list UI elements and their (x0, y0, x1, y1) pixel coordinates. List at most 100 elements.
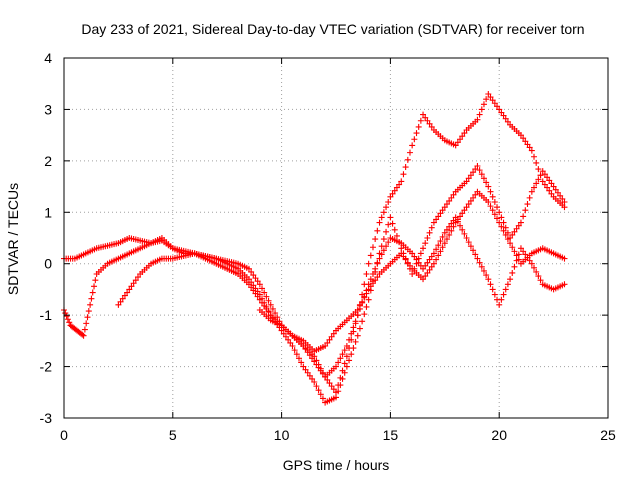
data-point-marker (559, 195, 566, 202)
data-point-marker (548, 190, 555, 197)
data-point-marker (367, 252, 374, 259)
y-tick-label: 4 (44, 50, 52, 66)
data-point-marker (87, 301, 94, 308)
data-point-marker (513, 252, 520, 259)
data-point-marker (426, 120, 433, 127)
data-point-marker (517, 132, 524, 139)
data-point-marker (441, 240, 448, 247)
data-point-marker (317, 365, 324, 372)
data-point-marker (548, 180, 555, 187)
data-point-marker (319, 395, 326, 402)
data-point-marker (92, 277, 99, 284)
data-point-marker (496, 209, 503, 216)
data-point-marker (63, 313, 70, 320)
data-point-marker (443, 236, 450, 243)
data-point-marker (272, 310, 279, 317)
data-point-marker (245, 265, 252, 272)
data-point-marker (328, 333, 335, 340)
data-point-marker (524, 141, 531, 148)
x-tick-label: 25 (600, 427, 616, 443)
data-point-marker (400, 171, 407, 178)
data-point-marker (526, 144, 533, 151)
data-point-marker (126, 286, 133, 293)
data-point-marker (263, 293, 270, 300)
data-point-marker (498, 223, 505, 230)
data-point-marker (496, 301, 503, 308)
data-point-marker (64, 316, 71, 323)
data-point-marker (491, 291, 498, 298)
data-point-marker (79, 331, 86, 338)
data-point-marker (446, 231, 453, 238)
data-point-marker (245, 281, 252, 288)
data-point-marker (248, 284, 255, 291)
data-point-marker (526, 257, 533, 264)
data-point-marker (476, 259, 483, 266)
data-point-marker (535, 273, 542, 280)
data-point-marker (485, 199, 492, 205)
data-point-marker (398, 245, 405, 252)
data-point-marker (343, 343, 350, 349)
data-point-marker (507, 240, 514, 247)
data-point-marker (439, 233, 446, 240)
data-point-marker (465, 175, 472, 182)
data-point-marker (483, 96, 490, 103)
data-point-marker (333, 394, 339, 401)
y-tick-label: -2 (40, 359, 53, 375)
data-point-marker (363, 303, 370, 310)
data-point-marker (293, 351, 300, 358)
data-point-marker (450, 223, 457, 230)
data-point-marker (378, 251, 385, 258)
data-point-marker (494, 215, 501, 222)
data-point-marker (504, 236, 511, 243)
data-point-marker (387, 193, 394, 200)
data-point-marker (426, 266, 433, 273)
data-point-marker (411, 136, 418, 143)
data-point-marker (124, 289, 131, 296)
y-axis-label: SDTVAR / TECUs (5, 183, 21, 295)
data-point-marker (520, 248, 527, 255)
data-point-marker (428, 123, 435, 130)
data-point-marker (459, 133, 466, 140)
data-point-marker (265, 309, 272, 316)
data-point-marker (365, 260, 372, 267)
data-point-marker (372, 277, 379, 284)
data-point-marker (459, 226, 466, 233)
data-point-marker (457, 213, 464, 220)
data-point-marker (393, 184, 400, 191)
data-point-marker (304, 369, 311, 376)
data-point-marker (531, 264, 538, 271)
data-point-marker (544, 184, 551, 191)
data-point-marker (348, 351, 355, 358)
data-point-marker (494, 204, 501, 211)
data-point-marker (435, 242, 442, 249)
y-tick-label: 2 (44, 153, 52, 169)
x-tick-label: 20 (491, 427, 507, 443)
data-point-marker (433, 256, 440, 263)
data-point-marker (374, 274, 381, 281)
data-point-marker (352, 338, 359, 345)
data-point-marker (513, 225, 520, 232)
data-point-marker (448, 220, 455, 227)
y-tick-label: -1 (40, 307, 53, 323)
data-point-marker (496, 106, 503, 113)
data-point-marker (420, 245, 427, 252)
data-point-marker (485, 276, 492, 283)
data-point-marker (461, 230, 468, 237)
data-point-marker (354, 332, 361, 339)
data-point-marker (424, 269, 431, 276)
data-point-marker (422, 273, 429, 280)
data-point-marker (404, 156, 411, 163)
data-point-marker (463, 204, 470, 211)
data-point-marker (363, 271, 370, 277)
data-point-marker (457, 222, 464, 229)
x-tick-label: 10 (274, 427, 290, 443)
data-point-marker (413, 256, 420, 263)
data-point-marker (302, 366, 309, 373)
data-point-marker (509, 231, 516, 238)
data-point-marker (315, 361, 322, 368)
chart-title: Day 233 of 2021, Sidereal Day-to-day VTE… (81, 21, 584, 37)
data-point-marker (546, 177, 553, 184)
data-point-marker (483, 272, 490, 279)
data-point-marker (487, 203, 494, 210)
